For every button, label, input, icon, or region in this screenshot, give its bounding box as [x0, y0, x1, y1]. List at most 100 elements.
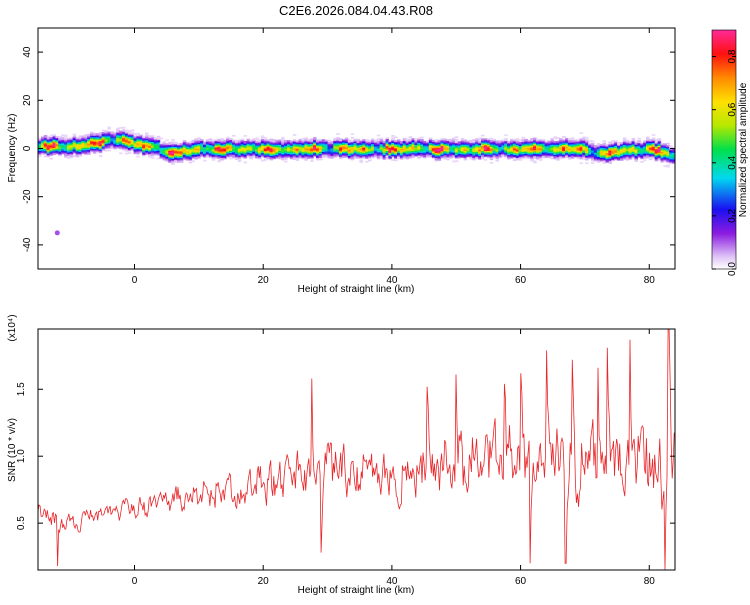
spectrogram-cell	[492, 146, 497, 148]
spectrogram-cell	[208, 142, 213, 144]
spectrogram-cell	[368, 156, 372, 159]
spectrogram-cell	[223, 150, 227, 153]
spectrogram-cell	[139, 140, 143, 143]
spectrogram-cell	[148, 153, 152, 156]
spectrogram-cell	[446, 146, 450, 149]
spectrogram-cell	[397, 155, 401, 157]
spectrogram-cell	[515, 152, 520, 155]
spectrogram-cell	[536, 151, 540, 153]
spectrogram-cell	[87, 138, 91, 141]
spectrogram-cell	[669, 152, 673, 155]
spectrogram-cell	[38, 144, 42, 147]
spectrogram-cell	[353, 140, 358, 142]
spectrogram-cell	[376, 134, 381, 137]
spectrogram-cell	[110, 138, 114, 141]
spectrogram-cell	[643, 150, 647, 153]
spectrogram-cell	[136, 146, 140, 148]
spectrogram-cell	[316, 149, 320, 151]
spectrogram-cell	[565, 145, 569, 147]
spectrogram-cell	[177, 152, 181, 155]
spectrogram-cell	[226, 145, 230, 147]
spectrogram-cell	[559, 151, 563, 154]
spectrogram-cell	[255, 150, 259, 153]
spectrogram-cell	[350, 151, 355, 154]
spectrogram-cell	[521, 151, 525, 154]
spectrogram-cell	[252, 141, 256, 144]
spectrogram-cell	[321, 153, 326, 156]
spectrogram-cell	[640, 150, 644, 152]
spectrogram-cell	[547, 149, 552, 151]
spectrogram-cell	[634, 147, 638, 150]
spectrogram-cell	[498, 147, 502, 150]
spectrogram-cell	[414, 144, 418, 147]
spectrogram-cell	[582, 137, 586, 140]
spectrogram-cell	[191, 151, 195, 154]
spectrogram-cell	[588, 140, 592, 142]
spectrogram-cell	[255, 141, 259, 143]
spectrogram-cell	[625, 156, 630, 159]
spectrogram-cell	[510, 146, 514, 148]
spectrogram-cell	[344, 137, 349, 140]
spectrogram-cell	[289, 144, 294, 146]
spectrogram-cell	[657, 155, 662, 157]
spectrogram-cell	[339, 152, 343, 155]
spectrogram-cell	[356, 156, 360, 159]
spectrogram-cell	[582, 155, 586, 158]
spectrogram-cell	[359, 143, 363, 145]
spectrogram-cell	[585, 139, 589, 142]
spectrogram-cell	[52, 135, 56, 138]
spectrogram-cell	[139, 143, 143, 145]
spectrogram-cell	[498, 141, 502, 144]
spectrogram-cell	[266, 155, 271, 157]
spectrogram-cell	[304, 144, 308, 147]
spectrogram-cell	[663, 157, 667, 160]
spectrogram-cell	[287, 143, 291, 146]
spectrogram-cell	[654, 151, 659, 153]
spectrogram-cell	[648, 147, 653, 150]
spectrogram-cell	[483, 145, 488, 148]
spectrogram-cell	[64, 152, 68, 155]
spectrogram-cell	[266, 157, 271, 160]
spectrogram-cell	[336, 141, 340, 144]
spectrogram-cell	[547, 146, 552, 149]
spectrogram-cell	[452, 147, 456, 149]
spectrogram-cell	[463, 140, 468, 143]
spectrogram-cell	[168, 144, 172, 147]
spectrogram-cell	[200, 140, 204, 143]
spectrogram-cell	[255, 152, 259, 154]
spectrogram-cell	[150, 140, 155, 142]
spectrogram-cell	[260, 154, 265, 157]
spectrogram-cell	[281, 152, 285, 155]
spectrogram-cell	[481, 139, 485, 142]
spectrogram-cell	[463, 143, 468, 145]
spectrogram-cell	[394, 157, 398, 159]
spectrogram-cell	[289, 146, 294, 149]
spectrogram-cell	[669, 156, 673, 159]
spectrogram-cell	[208, 138, 213, 141]
spectrogram-cell	[182, 147, 187, 150]
spectrogram-cell	[40, 152, 45, 154]
spectrogram-cell	[625, 145, 630, 148]
spectrogram-cell	[316, 140, 320, 143]
spectrogram-cell	[397, 143, 401, 145]
spectrogram-cell	[486, 149, 491, 151]
spectrogram-cell	[243, 149, 248, 152]
spectrogram-cell	[281, 145, 285, 148]
spectrogram-cell	[570, 141, 575, 144]
spectrogram-cell	[631, 153, 636, 156]
spectrogram-cell	[229, 151, 233, 154]
spectrogram-cell	[637, 146, 641, 148]
spectrogram-cell	[136, 143, 140, 146]
spectrogram-cell	[284, 145, 288, 147]
spectrogram-cell	[72, 144, 77, 147]
spectrogram-cell	[101, 135, 106, 138]
spectrogram-cell	[156, 150, 161, 152]
spectrogram-cell	[556, 157, 560, 160]
spectrogram-cell	[93, 143, 97, 146]
spectrogram-cell	[61, 152, 65, 155]
spectrogram-cell	[150, 146, 155, 148]
spectrogram-cell	[611, 157, 615, 159]
spectrogram-cell	[547, 140, 552, 143]
spectrogram-cell	[104, 143, 109, 146]
